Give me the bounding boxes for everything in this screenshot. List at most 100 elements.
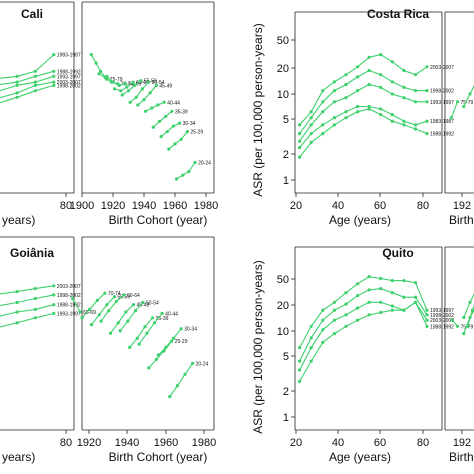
data-point: [344, 96, 348, 100]
x-axis-label: Age (years): [329, 213, 391, 227]
data-point: [97, 72, 101, 76]
data-point: [462, 332, 466, 336]
series-label: 2003-2007: [430, 318, 454, 324]
data-point: [185, 130, 189, 134]
series-label: 30-34: [184, 327, 197, 333]
series-line: [106, 75, 126, 86]
series-line: [119, 302, 144, 332]
series-75-79: 75-79: [449, 100, 474, 120]
data-point: [89, 53, 93, 57]
series-label: 55-59: [117, 295, 130, 301]
x-tick-label: 1900: [70, 200, 94, 212]
series-45-49: 45-49: [109, 303, 150, 335]
series-1983-1987: 1983-1987: [0, 53, 81, 79]
series-20-24: 20-24: [168, 361, 209, 399]
data-point: [402, 308, 406, 312]
data-point: [181, 173, 185, 177]
data-point: [187, 169, 191, 174]
series-1993-1997: 1993-1997: [298, 82, 454, 143]
series-60-64: 60-64: [99, 293, 140, 323]
data-point: [15, 95, 19, 99]
data-point: [425, 313, 429, 317]
series-line: [129, 81, 150, 103]
data-point: [402, 96, 406, 100]
data-point: [468, 92, 472, 96]
x-tick-label: 1940: [132, 200, 156, 212]
data-point: [15, 74, 19, 78]
x-axis-label: years): [2, 450, 35, 464]
data-point: [118, 329, 122, 333]
panel-costa-rica-age: Costa Rica 20 40 60 80 1 2 5 10 20 50 Age (years) AS…: [251, 7, 454, 227]
series-1993-1997: 1993-1997: [298, 275, 454, 350]
data-point: [105, 74, 109, 78]
data-point: [390, 113, 394, 117]
data-point: [33, 316, 38, 320]
series-line: [299, 301, 428, 371]
data-point: [425, 318, 429, 322]
series-50-54: 50-54: [128, 80, 165, 104]
data-point: [170, 109, 174, 113]
data-point: [367, 104, 371, 109]
series-30-34: 30-34: [156, 327, 197, 357]
data-point: [103, 291, 107, 295]
series-label: 55-59: [144, 79, 157, 85]
series-55-59: 55-59: [89, 295, 130, 327]
data-point: [298, 155, 302, 159]
series-line: [145, 101, 165, 112]
axes: [444, 11, 474, 194]
x-tick-label: 1960: [154, 437, 178, 449]
series-1998-2002: 1998-2002: [298, 68, 454, 136]
data-point: [356, 89, 360, 93]
series-line: [138, 313, 163, 345]
data-point: [117, 83, 121, 87]
data-point: [151, 125, 155, 129]
series-line: [299, 69, 427, 134]
data-point: [356, 282, 360, 286]
x-axis-label: Birth: [449, 450, 474, 464]
data-point: [109, 331, 113, 335]
data-point: [298, 139, 302, 143]
series-20-24: 20-24: [175, 161, 211, 181]
data-point: [344, 110, 348, 114]
series-label: 60-64: [136, 80, 149, 86]
series-40-44: 40-44: [137, 311, 178, 346]
data-point: [309, 132, 313, 136]
series-label: 40-44: [167, 100, 180, 106]
data-point: [33, 69, 38, 73]
data-point: [390, 119, 394, 123]
data-point: [321, 123, 325, 127]
data-point: [309, 110, 313, 114]
x-tick-label: 60: [374, 200, 386, 212]
data-point: [133, 83, 137, 87]
data-point: [15, 310, 19, 314]
data-point: [175, 384, 179, 388]
x-tick-label: 60: [374, 437, 386, 449]
series-60-64: 60-64: [113, 80, 149, 93]
data-point: [332, 89, 336, 93]
x-tick-label: 80: [60, 437, 72, 449]
data-point: [131, 303, 136, 307]
x-tick-label: 1980: [192, 437, 216, 449]
data-point: [332, 80, 336, 84]
series-label: 40-44: [165, 311, 178, 317]
series-line: [169, 363, 194, 397]
data-point: [141, 300, 145, 305]
data-point: [179, 137, 183, 141]
data-point: [52, 74, 56, 78]
data-point: [99, 69, 103, 73]
data-point: [15, 321, 19, 325]
series-line: [121, 80, 142, 96]
data-point: [402, 68, 406, 73]
series-label: 20-24: [198, 161, 211, 167]
data-point: [321, 100, 325, 104]
data-point: [298, 368, 302, 372]
panel-title: Costa Rica: [367, 7, 429, 21]
series-line: [299, 54, 428, 126]
data-point: [425, 308, 429, 312]
data-point: [152, 321, 157, 325]
data-point: [52, 53, 56, 57]
data-point: [321, 132, 325, 136]
y-tick-label: 50: [277, 274, 289, 286]
